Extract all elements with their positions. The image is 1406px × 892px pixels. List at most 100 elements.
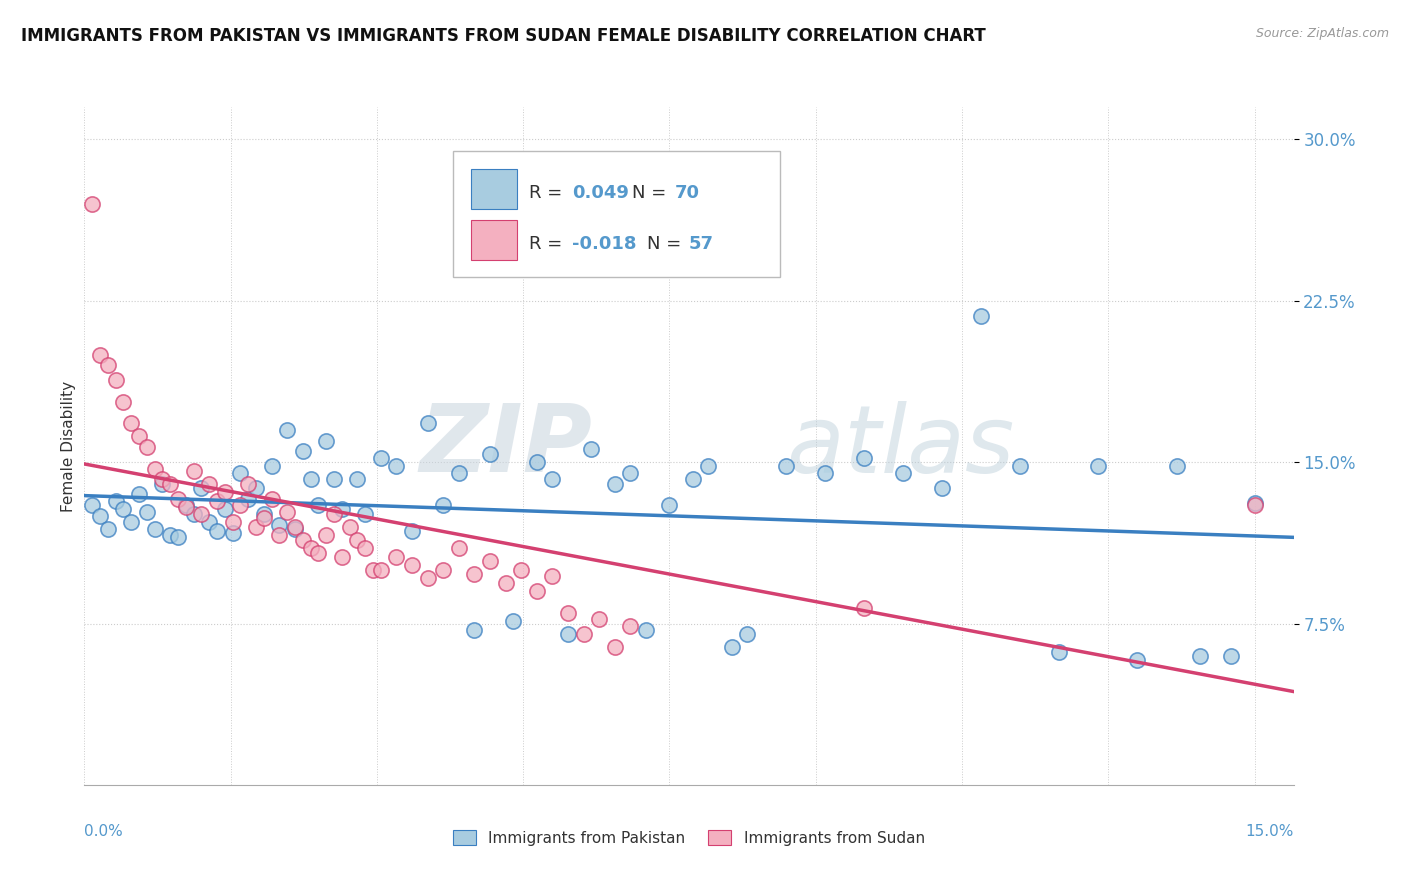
Point [174,498,197,512]
Point [361,563,384,577]
Point [229,498,252,512]
Point [284,519,307,533]
Point [104,494,127,508]
Point [276,505,298,519]
Point [510,563,533,577]
Point [385,549,408,564]
Point [299,541,322,556]
Point [190,481,212,495]
Point [775,459,797,474]
Point [346,533,368,547]
Text: 70: 70 [675,184,699,202]
Point [260,459,283,474]
Point [120,516,142,530]
Point [447,466,470,480]
Point [401,524,423,538]
Point [269,517,291,532]
Point [269,528,291,542]
Point [330,549,353,564]
Point [1166,459,1188,474]
Point [658,498,681,512]
Point [526,455,548,469]
Point [432,498,454,512]
Point [112,395,135,409]
Point [737,627,759,641]
Point [853,601,876,615]
Point [893,466,915,480]
Point [135,440,157,454]
Point [853,450,876,465]
Point [143,522,166,536]
Point [1243,498,1265,512]
Text: IMMIGRANTS FROM PAKISTAN VS IMMIGRANTS FROM SUDAN FEMALE DISABILITY CORRELATION : IMMIGRANTS FROM PAKISTAN VS IMMIGRANTS F… [21,27,986,45]
Point [1220,648,1243,663]
Point [229,466,252,480]
Point [682,472,704,486]
Point [619,466,641,480]
Point [385,459,408,474]
Point [260,491,283,506]
Point [284,522,307,536]
Point [463,623,485,637]
Point [167,531,190,545]
FancyBboxPatch shape [471,220,517,260]
Point [526,584,548,599]
Point [970,309,993,323]
Point [128,429,150,443]
Point [495,575,517,590]
Point [339,519,361,533]
Point [1049,644,1071,658]
Point [572,627,595,641]
Point [370,450,392,465]
Point [416,571,439,585]
Point [931,481,953,495]
Point [214,485,236,500]
Text: atlas: atlas [786,401,1014,491]
Point [697,235,720,250]
Point [253,507,276,521]
Point [82,498,104,512]
Text: 0.0%: 0.0% [84,824,124,838]
Point [588,612,610,626]
Point [299,472,322,486]
Point [89,347,111,361]
Point [183,507,205,521]
Text: Source: ZipAtlas.com: Source: ZipAtlas.com [1256,27,1389,40]
Point [479,446,502,460]
Point [354,507,377,521]
Point [1087,459,1109,474]
Point [432,563,454,577]
Text: 0.049: 0.049 [572,184,628,202]
Y-axis label: Female Disability: Female Disability [60,380,76,512]
Point [315,434,337,448]
Point [557,627,579,641]
Point [276,423,298,437]
Point [238,491,260,506]
Point [104,373,127,387]
Point [221,516,243,530]
Point [205,494,228,508]
Point [697,459,720,474]
Point [150,472,173,486]
Point [814,466,837,480]
Point [135,505,157,519]
Point [82,197,104,211]
Point [502,615,524,629]
Point [1243,496,1265,510]
Point [581,442,603,457]
Point [315,528,337,542]
Point [150,476,173,491]
Point [463,567,485,582]
Text: ZIP: ZIP [419,400,592,492]
Point [416,417,439,431]
Point [1188,648,1211,663]
Point [214,502,236,516]
FancyBboxPatch shape [471,169,517,209]
Legend: Immigrants from Pakistan, Immigrants from Sudan: Immigrants from Pakistan, Immigrants fro… [447,823,931,852]
Point [354,541,377,556]
Point [479,554,502,568]
Point [370,563,392,577]
Point [1010,459,1032,474]
Point [198,516,221,530]
Point [183,464,205,478]
